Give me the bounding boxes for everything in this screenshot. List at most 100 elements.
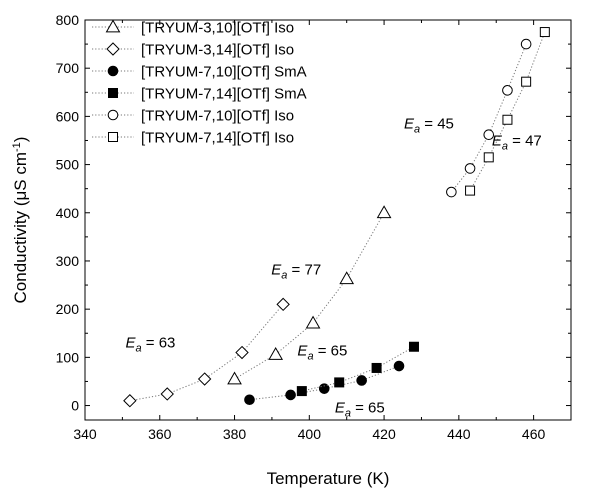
data-point	[276, 297, 290, 312]
legend-entry: [TRYUM-7,14][OTf] Iso	[92, 130, 294, 147]
x-tick-label: 380	[223, 426, 247, 442]
ea-value: = 65	[351, 399, 385, 416]
x-tick-label: 420	[372, 426, 396, 442]
series-line	[469, 31, 546, 191]
ea-value: = 77	[287, 261, 321, 278]
legend-marker	[107, 109, 119, 121]
series-line	[129, 304, 284, 402]
data-point	[356, 375, 367, 386]
data-point	[268, 346, 284, 360]
ea-value: = 63	[142, 335, 176, 352]
data-point	[464, 163, 476, 174]
y-axis-title: Conductivity (μS cm-1)	[11, 137, 30, 304]
legend-label: [TRYUM-7,10][OTf] SmA	[141, 64, 307, 81]
activation-energy-label: Ea = 65	[335, 399, 385, 419]
data-point	[197, 372, 212, 386]
data-point	[227, 371, 242, 385]
data-point	[296, 386, 307, 397]
legend-label: [TRYUM-3,14][OTf] Iso	[141, 42, 294, 59]
ea-value: = 47	[508, 132, 542, 149]
ea-symbol: E	[271, 261, 282, 278]
data-point	[318, 383, 330, 394]
ea-symbol: E	[492, 132, 503, 149]
data-point	[483, 152, 494, 163]
legend-label: [TRYUM-3,10][OTf] Iso	[141, 20, 294, 37]
x-tick-label: 360	[148, 426, 172, 442]
data-point	[376, 205, 392, 219]
ea-subscript: a	[281, 269, 287, 281]
y-tick-label: 700	[56, 60, 80, 76]
y-tick-label: 100	[56, 349, 80, 365]
y-tick-label: 0	[71, 398, 79, 414]
legend-label: [TRYUM-7,10][OTf] Iso	[141, 108, 294, 125]
ea-value: = 45	[420, 115, 454, 132]
data-point	[465, 185, 476, 196]
ea-subscript: a	[135, 343, 141, 355]
legend-marker	[107, 65, 119, 77]
x-axis-title: Temperature (K)	[267, 469, 390, 488]
series-2	[244, 360, 405, 406]
data-point	[285, 389, 296, 401]
legend-entry: [TRYUM-7,10][OTf] SmA	[92, 64, 307, 81]
data-point	[334, 377, 345, 388]
data-point	[502, 114, 513, 125]
data-point	[393, 360, 405, 372]
series-1	[123, 297, 290, 408]
legend-marker	[108, 132, 118, 142]
plot-frame	[84, 19, 572, 421]
legend-entry: [TRYUM-7,10][OTf] Iso	[92, 108, 294, 125]
ea-symbol: E	[125, 335, 136, 352]
data-point	[408, 341, 419, 352]
ea-symbol: E	[297, 342, 308, 359]
ea-subscript: a	[414, 123, 420, 135]
legend: [TRYUM-3,10][OTf] Iso [TRYUM-3,14][OTf] I…	[92, 19, 307, 147]
activation-energy-label: Ea = 77	[271, 261, 321, 281]
data-point	[483, 129, 495, 140]
legend-marker	[105, 19, 121, 33]
y-tick-label: 800	[56, 12, 80, 28]
data-point	[521, 76, 532, 87]
x-axis: 340 360 380 400 420 440 460	[73, 20, 546, 442]
y-tick-label: 600	[56, 108, 80, 124]
x-tick-label: 460	[522, 426, 546, 442]
activation-energy-label: Ea = 65	[297, 342, 347, 362]
series-0	[227, 205, 392, 385]
y-tick-label: 200	[56, 301, 80, 317]
series-4	[446, 38, 532, 198]
data-point	[244, 394, 255, 406]
y-tick-label: 500	[56, 157, 80, 173]
series-line	[450, 43, 527, 193]
data-point	[539, 27, 550, 38]
x-tick-label: 440	[447, 426, 471, 442]
series-3	[296, 341, 419, 397]
ea-symbol: E	[335, 399, 346, 416]
legend-entry: [TRYUM-3,10][OTf] Iso	[92, 19, 294, 37]
legend-entry: [TRYUM-3,14][OTf] Iso	[92, 42, 294, 59]
data-point	[502, 85, 513, 96]
legend-marker	[106, 42, 120, 56]
x-tick-label: 400	[298, 426, 322, 442]
data-point	[520, 38, 532, 50]
ea-value: = 65	[314, 342, 348, 359]
y-tick-label: 400	[56, 205, 80, 221]
legend-marker	[108, 88, 118, 98]
data-point	[123, 394, 137, 408]
ea-subscript: a	[307, 350, 313, 362]
data-point	[339, 271, 355, 285]
ea-symbol: E	[404, 115, 415, 132]
legend-entry: [TRYUM-7,14][OTf] SmA	[92, 86, 307, 103]
series-line	[301, 346, 415, 392]
data-point	[371, 362, 382, 373]
legend-label: [TRYUM-7,14][OTf] Iso	[141, 130, 294, 147]
data-point	[235, 345, 249, 360]
x-tick-label: 340	[73, 426, 97, 442]
series-5	[465, 27, 550, 196]
activation-energy-label: Ea = 47	[492, 132, 542, 152]
data-point	[446, 186, 457, 198]
series-layer	[123, 27, 550, 408]
y-tick-label: 300	[56, 253, 80, 269]
y-axis: 0 100 200 300 400 500 600 700 800	[56, 12, 571, 414]
legend-label: [TRYUM-7,14][OTf] SmA	[141, 86, 307, 103]
